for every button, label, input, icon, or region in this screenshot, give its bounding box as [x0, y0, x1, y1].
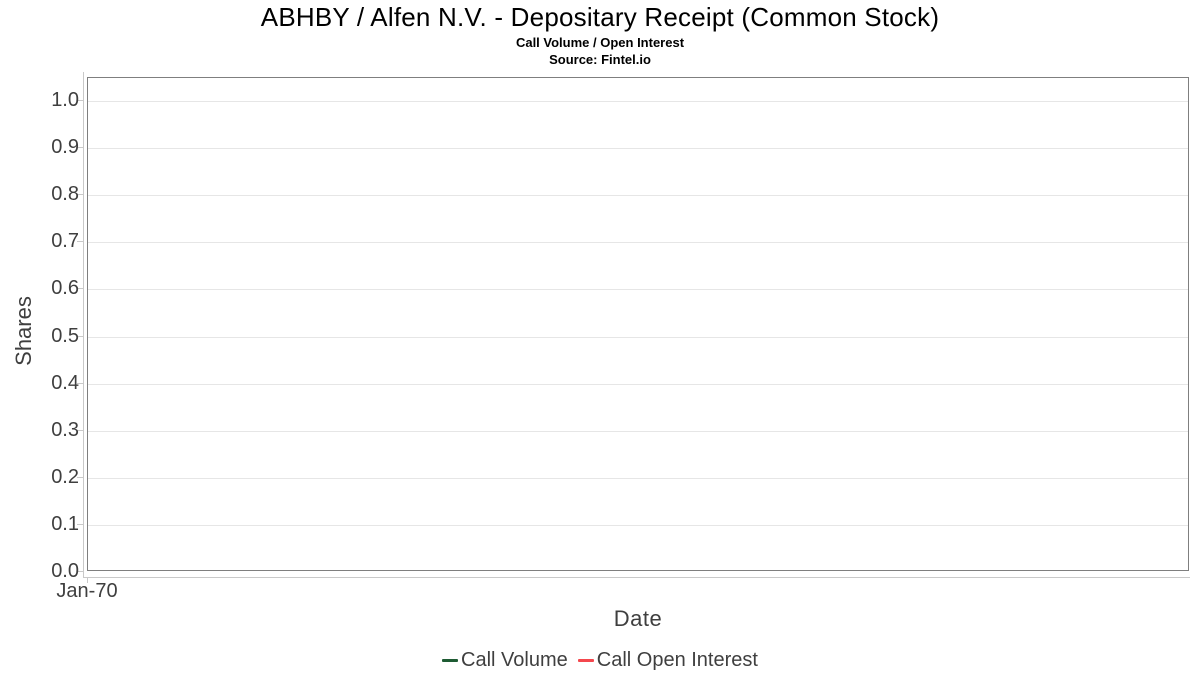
gridline [88, 336, 1188, 338]
y-tick-mark [77, 335, 84, 337]
y-tick-label: 0.9 [51, 136, 79, 159]
y-tick-label: 0.6 [51, 277, 79, 300]
y-tick-label: 0.4 [51, 371, 79, 394]
gridline [88, 195, 1188, 197]
y-tick-mark [77, 382, 84, 384]
plot-area [87, 77, 1189, 571]
y-tick-mark [77, 147, 84, 149]
y-axis-line [83, 72, 84, 577]
legend-dash-icon [577, 658, 594, 662]
y-tick-mark [77, 241, 84, 243]
y-axis-title: Shares [11, 296, 36, 366]
x-tick-mark [87, 577, 88, 583]
y-tick-label: 0.5 [51, 324, 79, 347]
y-tick-label: 0.3 [51, 418, 79, 441]
chart-subtitle: Call Volume / Open Interest [515, 35, 685, 50]
y-tick-mark [77, 288, 84, 290]
x-axis-title: Date [613, 606, 663, 631]
gridline [88, 101, 1188, 102]
y-tick-mark [77, 476, 84, 478]
y-tick-mark [77, 100, 84, 101]
y-tick-label: 0.1 [51, 512, 79, 535]
y-tick-label: 0.2 [51, 465, 79, 488]
y-tick-label: 0.7 [51, 230, 79, 253]
gridline [88, 383, 1188, 385]
y-tick-mark [77, 194, 84, 196]
legend-label: Call Open Interest [596, 648, 758, 671]
y-tick-label: 0.8 [51, 183, 79, 206]
y-tick-label: 1.0 [51, 89, 79, 111]
x-axis-line [83, 577, 1190, 578]
gridline [88, 148, 1188, 150]
legend-item-call-open-interest[interactable]: Call Open Interest [577, 648, 758, 672]
gridline [88, 289, 1188, 291]
gridline [88, 430, 1188, 432]
y-tick-mark [77, 429, 84, 431]
gridline [88, 477, 1188, 479]
y-tick-mark [77, 523, 84, 525]
legend-dash-icon [442, 658, 459, 662]
legend-item-call-volume[interactable]: Call Volume [442, 649, 568, 672]
y-tick-label: 0.0 [51, 560, 79, 582]
y-tick-mark [77, 571, 84, 572]
gridline [88, 524, 1188, 526]
legend: Call Volume Call Open Interest [0, 646, 1200, 674]
gridline [88, 242, 1188, 244]
chart-source: Source: Fintel.io [549, 52, 651, 67]
chart-title: ABHBY / Alfen N.V. - Depositary Receipt … [260, 2, 940, 32]
x-tick-label: Jan-70 [56, 580, 118, 602]
legend-label: Call Volume [461, 648, 568, 671]
